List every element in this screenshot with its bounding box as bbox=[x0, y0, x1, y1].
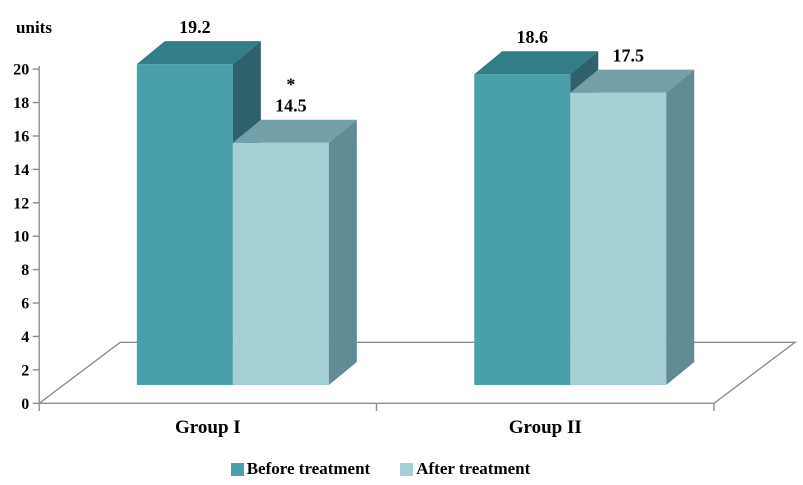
category-label: Group II bbox=[509, 417, 582, 438]
bar-front-0-0 bbox=[136, 64, 233, 385]
legend-item-after-treatment: After treatment bbox=[400, 459, 530, 479]
value-label: 17.5 bbox=[613, 46, 645, 66]
y-tick-label: 18 bbox=[13, 95, 29, 112]
bar-front-0-1 bbox=[474, 74, 571, 385]
y-tick-label: 12 bbox=[13, 195, 29, 212]
y-tick-label: 2 bbox=[21, 362, 29, 379]
bar-front-1-0 bbox=[232, 142, 329, 385]
y-tick-label: 10 bbox=[13, 229, 29, 246]
legend-label-before: Before treatment bbox=[246, 459, 371, 478]
value-label: 19.2 bbox=[179, 17, 211, 37]
bar-top-1-1 bbox=[570, 69, 695, 93]
bar-side-1-0 bbox=[328, 119, 357, 385]
legend-item-before-treatment: Before treatment bbox=[230, 459, 371, 479]
y-tick-label: 14 bbox=[13, 162, 29, 179]
legend-label-after: After treatment bbox=[416, 459, 531, 478]
bar-top-0-0 bbox=[136, 41, 261, 65]
significance-asterisk: * bbox=[286, 75, 295, 95]
legend-swatch-before-icon bbox=[230, 462, 244, 476]
chart-legend: Before treatment After treatment bbox=[0, 457, 782, 481]
y-tick-label: 8 bbox=[21, 262, 29, 279]
bar-top-0-1 bbox=[474, 51, 599, 75]
y-tick-label: 0 bbox=[21, 396, 29, 413]
y-tick-label: 6 bbox=[21, 296, 29, 313]
legend-swatch-after-icon bbox=[400, 462, 414, 476]
category-label: Group I bbox=[175, 417, 241, 438]
bar-front-1-1 bbox=[570, 92, 667, 385]
chart-floor bbox=[37, 341, 798, 404]
y-tick-label: 20 bbox=[13, 62, 29, 79]
bar-top-1-0 bbox=[232, 119, 357, 143]
y-axis-title: units bbox=[16, 18, 52, 37]
y-tick-label: 16 bbox=[13, 128, 29, 145]
bar-side-1-1 bbox=[666, 69, 695, 385]
y-tick-label: 4 bbox=[21, 329, 29, 346]
value-label: 18.6 bbox=[517, 27, 549, 47]
value-label: 14.5 bbox=[275, 96, 307, 116]
